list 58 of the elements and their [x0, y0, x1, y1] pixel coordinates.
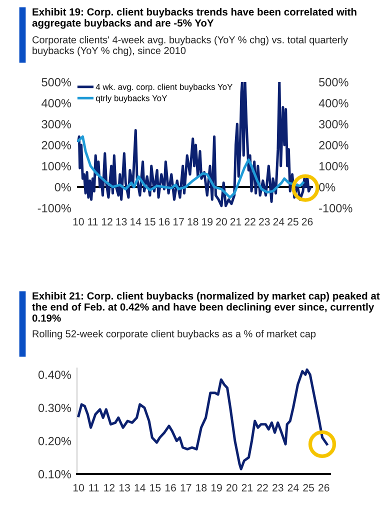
x-tick-label: 16	[159, 218, 170, 226]
x-tick-label: 23	[272, 484, 284, 492]
y-tick-label: 0%	[54, 183, 72, 192]
x-tick-label: 21	[230, 218, 242, 226]
y2-tick-label: 500%	[319, 78, 348, 86]
y-tick-label: 400%	[42, 99, 72, 108]
y-tick-label: 0.30%	[38, 404, 72, 412]
y2-tick-label: 100%	[319, 162, 348, 170]
y-tick-label: 500%	[42, 78, 72, 86]
x-tick-label: 17	[180, 484, 192, 492]
x-tick-label: 14	[130, 218, 142, 226]
y-tick-label: 300%	[42, 120, 72, 128]
x-tick-label: 10	[73, 484, 84, 492]
y-tick-label: 200%	[42, 141, 72, 150]
legend-label: 4 wk. avg. corp. client buybacks YoY	[96, 84, 233, 92]
x-tick-label: 20	[216, 218, 227, 226]
chart-title: Exhibit 19: Corp. client buybacks trends have been correlated with aggregate buybacks and are -5% YoY	[32, 8, 356, 29]
chart-subtitle: Rolling 52-week corporate client buybacks as a % of market cap	[32, 330, 316, 340]
x-tick-label: 20	[226, 484, 238, 492]
x-tick-label: 11	[88, 218, 98, 226]
x-tick-label: 16	[165, 484, 176, 492]
legend-label: qtrly buybacks YoY	[96, 94, 168, 103]
x-tick-label: 26	[302, 218, 313, 226]
x-tick-label: 12	[102, 218, 112, 226]
x-tick-label: 23	[259, 218, 270, 226]
x-tick-label: 18	[188, 218, 198, 226]
x-tick-label: 26	[318, 484, 330, 492]
x-tick-label: 18	[196, 484, 207, 492]
x-tick-label: 19	[211, 484, 222, 492]
y-tick-label: 100%	[42, 162, 72, 170]
x-tick-label: 19	[202, 218, 213, 226]
y-tick-label: 0.40%	[38, 370, 72, 380]
x-tick-label: 17	[173, 218, 184, 226]
x-tick-label: 13	[119, 484, 130, 492]
x-tick-label: 22	[244, 218, 256, 226]
x-tick-label: 12	[104, 484, 115, 492]
y2-tick-label: 400%	[318, 99, 348, 108]
y2-tick-label: -100%	[319, 204, 352, 212]
y-tick-label: 0.10%	[38, 470, 72, 478]
x-tick-label: 21	[242, 484, 253, 492]
x-tick-label: 24	[288, 484, 299, 492]
x-tick-label: 25	[288, 218, 298, 226]
y2-tick-label: 300%	[319, 120, 348, 128]
x-tick-label: 25	[303, 484, 314, 492]
x-tick-label: 22	[257, 484, 268, 492]
x-tick-label: 15	[144, 218, 156, 226]
x-tick-label: 11	[89, 484, 99, 492]
x-tick-label: 24	[273, 218, 284, 226]
x-tick-label: 14	[134, 484, 146, 492]
y2-tick-label: 0%	[319, 183, 336, 192]
x-tick-label: 13	[116, 218, 127, 226]
x-tick-label: 15	[150, 484, 161, 492]
y-tick-label: -100%	[38, 204, 72, 212]
chart-title: Exhibit 21: Corp. client buybacks (normalized by market cap) peaked at the end of Feb. at 0.42% and have been declining ever since, currently 0.19%	[32, 292, 380, 322]
chart-subtitle: Corporate clients' 4-week avg. buybacks (YoY % chg) vs. total quarterly buybacks (YoY % chg), since 2010	[32, 36, 348, 56]
y-tick-label: 0.20%	[38, 436, 72, 446]
y2-tick-label: 200%	[319, 141, 348, 150]
x-tick-label: 10	[73, 218, 84, 226]
